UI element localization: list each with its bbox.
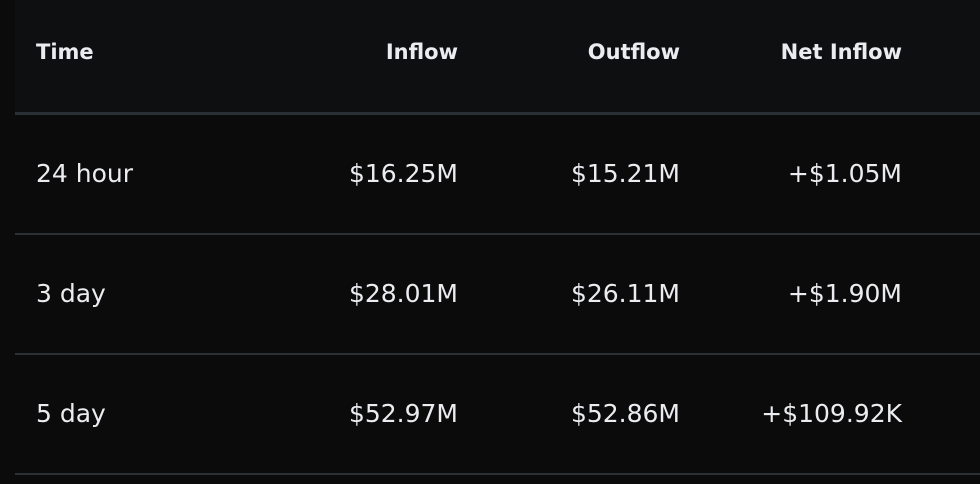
row-net-inflow: +$1.90M <box>787 279 902 308</box>
table-row: 24 hour $16.25M $15.21M +$1.05M <box>15 115 980 235</box>
row-inflow: $52.97M <box>348 399 458 428</box>
header-outflow: Outflow <box>587 40 680 64</box>
table-row: 5 day $52.97M $52.86M +$109.92K <box>15 355 980 475</box>
row-inflow: $28.01M <box>348 279 458 308</box>
row-inflow: $16.25M <box>348 159 458 188</box>
row-outflow: $15.21M <box>570 159 680 188</box>
row-time: 5 day <box>36 399 106 428</box>
header-net-inflow: Net Inflow <box>780 40 902 64</box>
row-net-inflow: +$1.05M <box>787 159 902 188</box>
row-time: 3 day <box>36 279 106 308</box>
header-inflow: Inflow <box>385 40 458 64</box>
table-row: 3 day $28.01M $26.11M +$1.90M <box>15 235 980 355</box>
table-header: Time Inflow Outflow Net Inflow <box>15 0 980 115</box>
row-outflow: $52.86M <box>570 399 680 428</box>
row-outflow: $26.11M <box>570 279 680 308</box>
header-time: Time <box>36 40 94 64</box>
row-net-inflow: +$109.92K <box>761 399 902 428</box>
row-time: 24 hour <box>36 159 134 188</box>
